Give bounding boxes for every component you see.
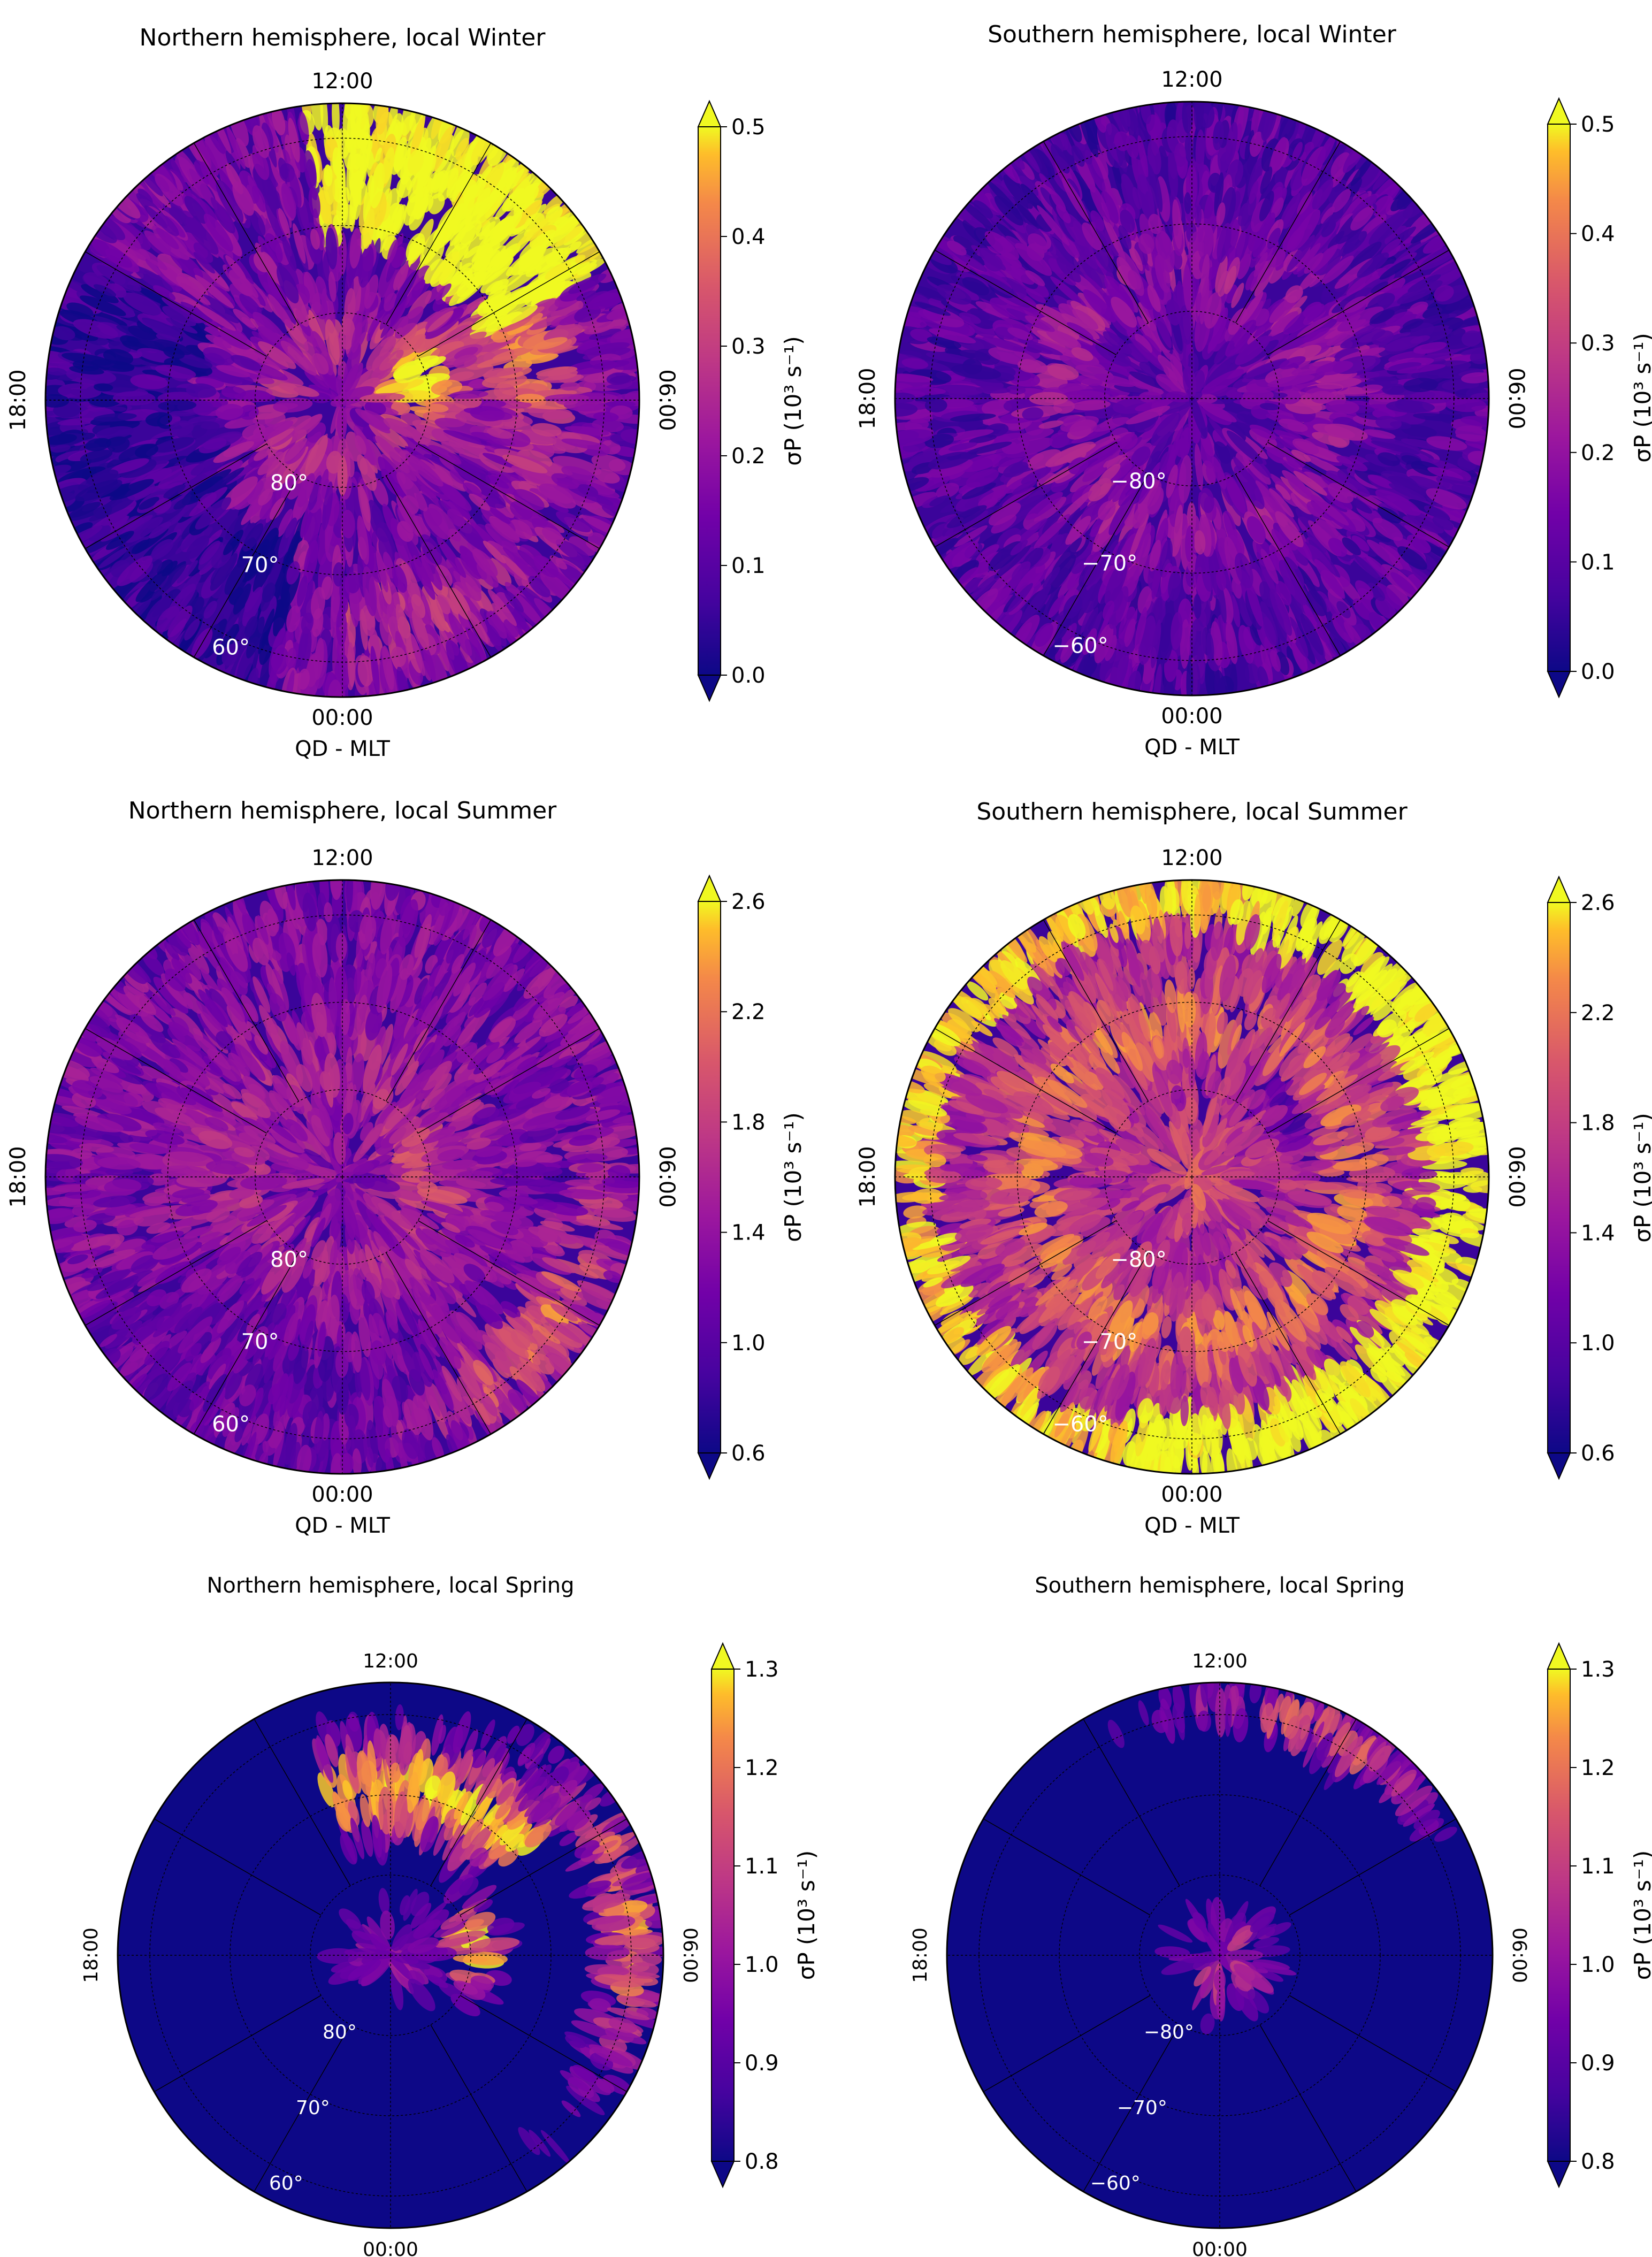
heatmap-cell <box>550 300 584 319</box>
heatmap-cell <box>70 329 98 341</box>
colorbar-tick-label: 0.0 <box>731 663 766 688</box>
heatmap-cells <box>45 103 639 697</box>
colorbar-tick-label: 0.4 <box>731 225 766 249</box>
panel-title: Northern hemisphere, local Winter <box>140 24 546 51</box>
mlt-label-right: 06:00 <box>654 369 679 431</box>
heatmap-cell <box>193 134 219 176</box>
heatmap-cell <box>204 135 230 180</box>
colorbar-extend-min <box>697 675 722 702</box>
heatmap-cell <box>399 435 432 458</box>
colorbar-tick-label: 0.1 <box>731 554 766 578</box>
colorbar-label: σP (10³ s⁻¹) <box>780 336 806 466</box>
mlt-label-top: 12:00 <box>311 69 373 94</box>
mlt-label-bottom: 00:00 <box>311 706 373 730</box>
colorbar-tick-label: 0.2 <box>731 444 766 469</box>
panel-title: Southern hemisphere, local Winter <box>988 21 1397 48</box>
panel-2: Southern hemisphere, local Winter12:0000… <box>855 21 1652 760</box>
colorbar-tick-label: 0.5 <box>731 115 766 140</box>
latitude-label: 60° <box>212 636 250 660</box>
colorbar-tick-label: 0.3 <box>731 334 766 359</box>
heatmap-cell <box>420 486 444 511</box>
latitude-label: 80° <box>270 471 308 495</box>
heatmap-cell <box>895 392 916 403</box>
heatmap-cell <box>55 291 102 314</box>
polar-heatmap <box>45 103 639 697</box>
colorbar-extend-max <box>697 100 722 127</box>
heatmap-cell <box>203 600 217 619</box>
latitude-label: 70° <box>241 553 279 578</box>
heatmap-cell <box>310 103 324 131</box>
panel-1: Northern hemisphere, local Winter 12:00 00… <box>6 24 806 761</box>
heatmap-cell <box>161 456 189 470</box>
x-axis-label: QD - MLT <box>295 737 390 761</box>
colorbar: 0.0 0.1 0.2 0.3 0.4 0.5 σP (10³ s⁻¹) <box>697 100 806 702</box>
heatmap-cell <box>436 634 457 682</box>
colorbar-gradient <box>698 126 721 676</box>
mlt-label-left: 18:00 <box>6 369 30 431</box>
heatmap-cell <box>235 137 251 168</box>
